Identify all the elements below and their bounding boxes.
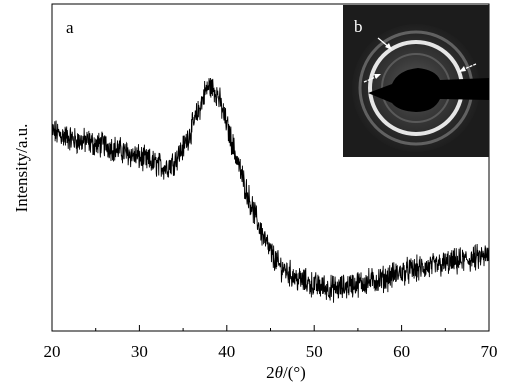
y-axis-label: Intensity/a.u. — [12, 124, 31, 213]
x-axis-label-var: θ — [275, 363, 283, 382]
x-axis-label: 2θ/(°) — [266, 363, 306, 382]
x-tick-label-30: 30 — [131, 342, 148, 361]
x-tick-label-70: 70 — [481, 342, 498, 361]
panel-label-a: a — [66, 18, 74, 37]
x-tick-label-50: 50 — [306, 342, 323, 361]
arrow-left-head — [374, 74, 381, 79]
x-axis-ticks: 20 30 40 50 60 70 — [44, 325, 498, 361]
xrd-curve — [51, 78, 490, 303]
arrow-right-head — [459, 66, 466, 72]
x-tick-label-60: 60 — [393, 342, 410, 361]
x-tick-label-20: 20 — [44, 342, 61, 361]
beam-stopper — [368, 68, 489, 112]
x-axis-label-prefix: 2 — [266, 363, 275, 382]
diffraction-inset: b — [343, 5, 489, 157]
panel-label-b: b — [354, 17, 363, 36]
x-tick-label-40: 40 — [218, 342, 235, 361]
arrow-top-head — [385, 43, 392, 50]
x-axis-label-suffix: /(°) — [283, 363, 306, 382]
